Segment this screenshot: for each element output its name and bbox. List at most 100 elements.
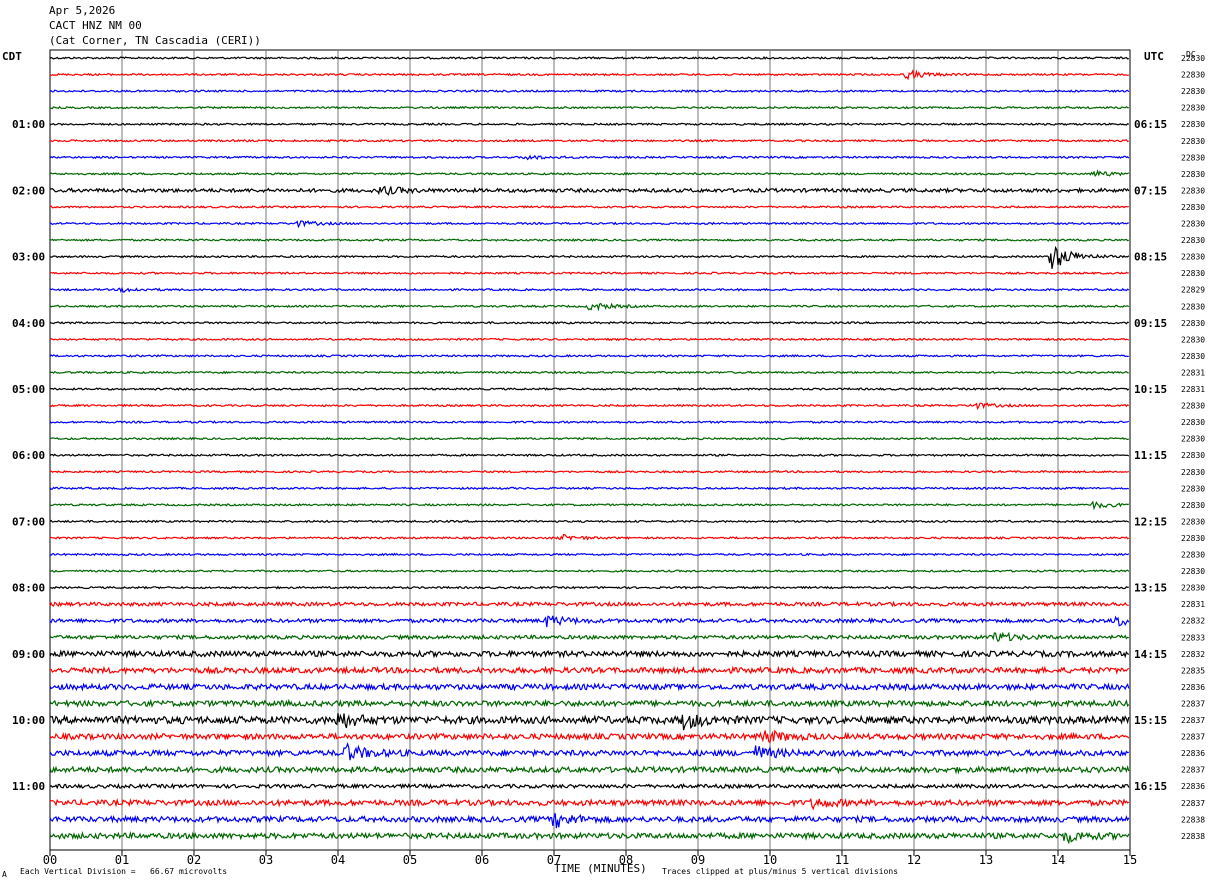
dc-offset-value: 22837 xyxy=(1181,716,1205,725)
dc-offset-value: 22830 xyxy=(1181,335,1205,344)
left-hour-label: 08:00 xyxy=(12,582,45,595)
right-hour-label: 13:15 xyxy=(1134,582,1167,595)
left-hour-label: 04:00 xyxy=(12,317,45,330)
trace-row xyxy=(49,436,1129,441)
trace-row xyxy=(49,665,1130,676)
dc-offset-value: 22830 xyxy=(1181,203,1205,212)
dc-offset-value: 22837 xyxy=(1181,799,1205,808)
x-tick-label: 02 xyxy=(187,853,201,867)
trace-row xyxy=(49,519,1130,524)
trace-row xyxy=(49,486,1129,491)
dc-offset-value: 22838 xyxy=(1181,815,1205,824)
dc-offset-value: 22837 xyxy=(1181,733,1205,742)
dc-offset-value: 22831 xyxy=(1181,600,1205,609)
x-tick-label: 09 xyxy=(691,853,705,867)
dc-offset-value: 22830 xyxy=(1181,468,1205,477)
dc-offset-value: 22830 xyxy=(1181,186,1205,195)
trace-row xyxy=(49,500,1130,511)
x-tick-label: 01 xyxy=(115,853,129,867)
trace-row xyxy=(49,185,1130,196)
left-hour-label: 02:00 xyxy=(12,184,45,197)
right-hour-label: 07:15 xyxy=(1134,184,1167,197)
x-tick-label: 03 xyxy=(259,853,273,867)
trace-row xyxy=(49,782,1130,790)
x-tick-label: 11 xyxy=(835,853,849,867)
dc-offset-value: 22835 xyxy=(1181,666,1205,675)
left-timezone-label: CDT xyxy=(2,50,22,63)
right-timezone-label: UTC xyxy=(1144,50,1164,63)
dc-offset-value: 22830 xyxy=(1181,170,1205,179)
trace-row xyxy=(49,122,1130,127)
x-tick-label: 00 xyxy=(43,853,57,867)
trace-row xyxy=(49,742,1130,761)
dc-offset-value: 22830 xyxy=(1181,567,1205,576)
trace-row xyxy=(49,552,1130,557)
dc-offset-value: 22830 xyxy=(1181,501,1205,510)
dc-offset-value: 22830 xyxy=(1181,484,1205,493)
trace-row xyxy=(49,370,1129,375)
right-hour-label: 16:15 xyxy=(1134,780,1167,793)
x-tick-label: 07 xyxy=(547,853,561,867)
dc-offset-header: DC xyxy=(1186,50,1196,59)
dc-offset-value: 22830 xyxy=(1181,120,1205,129)
trace-row xyxy=(49,764,1130,775)
dc-offset-value: 22833 xyxy=(1181,633,1205,642)
right-hour-label: 06:15 xyxy=(1134,118,1167,131)
trace-row xyxy=(49,420,1130,424)
right-hour-label: 11:15 xyxy=(1134,449,1167,462)
trace-row xyxy=(49,286,1130,293)
trace-row xyxy=(49,569,1130,573)
trace-row xyxy=(49,729,1130,744)
trace-row xyxy=(49,238,1130,242)
dc-offset-value: 22832 xyxy=(1181,650,1205,659)
dc-offset-value: 22837 xyxy=(1181,699,1205,708)
trace-row xyxy=(49,681,1130,692)
dc-offset-value: 22830 xyxy=(1181,54,1205,63)
x-axis-title: TIME (MINUTES) xyxy=(554,862,647,875)
trace-row xyxy=(49,154,1130,161)
dc-offset-value: 22830 xyxy=(1181,319,1205,328)
trace-row xyxy=(49,797,1130,811)
dc-offset-value: 22832 xyxy=(1181,617,1205,626)
dc-offset-value: 22829 xyxy=(1181,286,1205,295)
trace-row xyxy=(49,245,1130,269)
dc-offset-value: 22836 xyxy=(1181,683,1205,692)
dc-offset-value: 22830 xyxy=(1181,418,1205,427)
right-hour-label: 10:15 xyxy=(1134,383,1167,396)
dc-offset-value: 22831 xyxy=(1181,368,1205,377)
dc-offset-value: 22836 xyxy=(1181,782,1205,791)
trace-row xyxy=(49,56,1129,60)
trace-row xyxy=(49,387,1130,391)
trace-row xyxy=(49,631,1130,643)
trace-row xyxy=(49,89,1130,94)
trace-row xyxy=(49,453,1130,458)
dc-offset-value: 22830 xyxy=(1181,584,1205,593)
x-tick-label: 13 xyxy=(979,853,993,867)
dc-offset-value: 22830 xyxy=(1181,236,1205,245)
trace-row xyxy=(49,205,1129,209)
left-hour-label: 05:00 xyxy=(12,383,45,396)
dc-offset-value: 22837 xyxy=(1181,766,1205,775)
trace-row xyxy=(49,169,1130,178)
dc-offset-value: 22830 xyxy=(1181,269,1205,278)
trace-row xyxy=(49,220,1129,229)
dc-offset-value: 22838 xyxy=(1181,832,1205,841)
right-hour-label: 15:15 xyxy=(1134,714,1167,727)
x-tick-label: 15 xyxy=(1123,853,1137,867)
trace-row xyxy=(49,469,1129,474)
trace-row xyxy=(49,698,1130,709)
dc-offset-value: 22830 xyxy=(1181,451,1205,460)
dc-offset-value: 22830 xyxy=(1181,253,1205,262)
x-tick-label: 06 xyxy=(475,853,489,867)
dc-offset-value: 22830 xyxy=(1181,534,1205,543)
trace-row xyxy=(49,585,1129,590)
trace-row xyxy=(50,69,1129,81)
trace-row xyxy=(49,830,1130,845)
x-tick-label: 05 xyxy=(403,853,417,867)
dc-offset-value: 22830 xyxy=(1181,402,1205,411)
dc-offset-value: 22830 xyxy=(1181,87,1205,96)
trace-row xyxy=(49,138,1130,143)
trace-row xyxy=(49,402,1130,411)
left-hour-label: 06:00 xyxy=(12,449,45,462)
